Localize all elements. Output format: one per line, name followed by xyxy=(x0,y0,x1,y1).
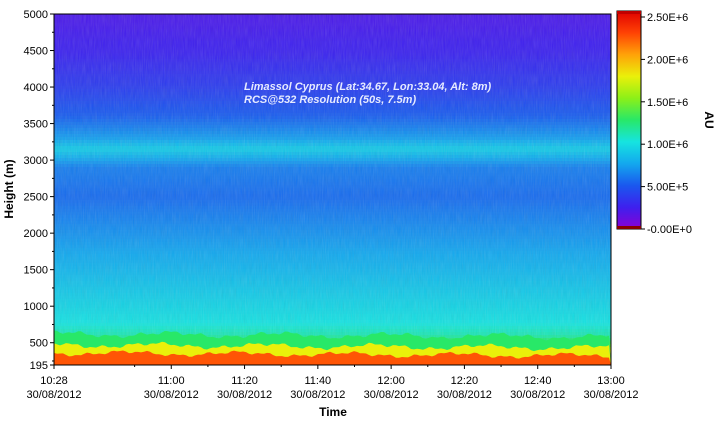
y-tick-label: 1000 xyxy=(24,301,48,313)
annotation-location: Limassol Cyprus (Lat:34.67, Lon:33.04, A… xyxy=(244,81,491,93)
y-tick-label: 3500 xyxy=(24,119,48,131)
x-tick-date-label: 30/08/2012 xyxy=(364,389,419,401)
colorbar-tick-label: -0.00E+0 xyxy=(647,224,692,236)
boundary-layer xyxy=(54,330,611,365)
y-tick-label: 3000 xyxy=(24,155,48,167)
colorbar-top-cap xyxy=(617,11,641,14)
colorbar-bottom-cap xyxy=(617,226,641,229)
y-tick-label: 2500 xyxy=(24,192,48,204)
y-tick-label: 4500 xyxy=(24,46,48,58)
x-tick-time-label: 12:20 xyxy=(451,375,479,387)
colorbar-tick-label: 5.00E+5 xyxy=(647,182,688,194)
x-axis: 10:28 30/08/2012 11:00 30/08/2012 11:20 30/08… xyxy=(26,365,639,401)
colorbar-tick-label: 2.50E+6 xyxy=(647,12,688,24)
x-tick-date-label: 30/08/2012 xyxy=(217,389,272,401)
y-tick-label: 195 xyxy=(30,360,48,372)
y-tick-label: 500 xyxy=(30,338,48,350)
colorbar-ticks: -0.00E+0 5.00E+5 1.00E+6 1.50E+6 2.00E+6 2.50… xyxy=(641,12,692,236)
plot-area xyxy=(53,13,612,366)
x-tick-time-label: 13:00 xyxy=(597,375,625,387)
x-tick-date-label: 30/08/2012 xyxy=(144,389,199,401)
x-tick-date-label: 30/08/2012 xyxy=(290,389,345,401)
colorbar-scale xyxy=(616,10,642,230)
x-tick-time-label: 11:20 xyxy=(231,375,258,387)
x-tick-date-label: 30/08/2012 xyxy=(510,389,565,401)
y-tick-label: 2000 xyxy=(24,228,48,240)
boundary-layer-band xyxy=(54,350,611,365)
annotation-resolution: RCS@532 Resolution (50s, 7.5m) xyxy=(244,94,416,106)
colorbar-title: AU xyxy=(702,111,716,128)
x-tick-time-label: 10:28 xyxy=(40,375,68,387)
y-tick-label: 4000 xyxy=(24,82,48,94)
y-tick-label: 1500 xyxy=(24,265,48,277)
x-tick-time-label: 11:00 xyxy=(158,375,185,387)
x-tick-date-label: 30/08/2012 xyxy=(437,389,492,401)
colorbar-tick-label: 1.50E+6 xyxy=(647,97,688,109)
colorbar: -0.00E+0 5.00E+5 1.00E+6 1.50E+6 2.00E+6 2.50… xyxy=(616,10,692,236)
y-axis: 195 500 1000 1500 2000 2500 3000 3500 4000 4500 50… xyxy=(24,9,54,372)
plot-frame xyxy=(53,13,612,366)
x-tick-time-label: 11:40 xyxy=(304,375,331,387)
y-axis-title: Height (m) xyxy=(2,159,16,218)
x-tick-time-label: 12:40 xyxy=(524,375,552,387)
x-tick-date-label: 30/08/2012 xyxy=(583,389,638,401)
x-axis-title: Time xyxy=(319,405,347,419)
heatmap-noise-texture xyxy=(54,14,611,365)
x-tick-date-label: 30/08/2012 xyxy=(26,389,81,401)
y-tick-label: 5000 xyxy=(24,9,48,21)
colorbar-tick-label: 1.00E+6 xyxy=(647,139,688,151)
colorbar-tick-label: 2.00E+6 xyxy=(647,54,688,66)
x-tick-time-label: 12:00 xyxy=(377,375,405,387)
